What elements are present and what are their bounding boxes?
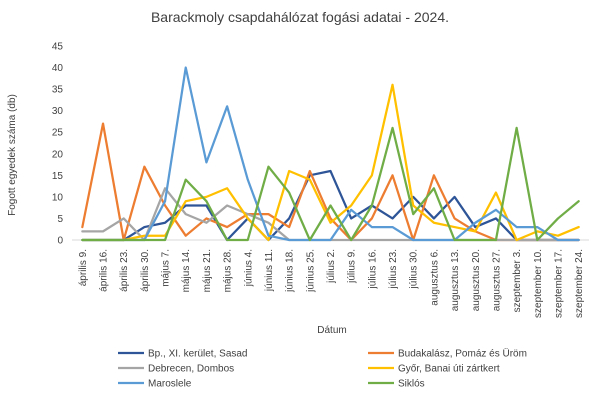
x-tick-label: április 9. [78,249,89,286]
x-tick-label: július 23. [388,249,399,289]
x-tick-label: április 16. [99,249,110,292]
y-tick-label: 5 [57,214,63,225]
y-tick-label: 15 [52,171,64,182]
x-tick-label: július 9. [347,249,358,284]
y-tick-label: 35 [52,85,64,96]
x-tick-label: szeptember 24. [574,249,585,318]
series-line [81,126,580,242]
y-axis-label: Fogott egyedek száma (db) [7,94,18,216]
legend-item: Debrecen, Dombos [118,364,234,375]
x-tick-label: július 2. [326,249,337,284]
x-tick-label: augusztus 6. [429,249,440,306]
legend-label: Bp., XI. kerület, Sasad [148,349,248,360]
series-line [81,66,580,242]
x-tick-label: június 11. [264,249,275,292]
legend: Bp., XI. kerület, Sasad Budakalász, Pomáz… [118,348,527,390]
x-tick-label: augusztus 13. [450,249,461,311]
x-tick-label: augusztus 27. [491,249,502,311]
legend-item: Bp., XI. kerület, Sasad [118,349,248,360]
x-tick-label: július 30. [409,249,420,289]
y-tick-label: 40 [52,63,64,74]
y-tick-label: 0 [57,236,63,247]
x-tick-label: május 21. [202,249,213,292]
series-line [81,169,580,242]
x-tick-label: július 16. [367,249,378,289]
x-tick-label: május 7. [161,249,172,287]
x-tick-label: szeptember 3. [512,249,523,312]
x-tick-label: június 18. [285,249,296,293]
series-line [81,83,580,242]
legend-label: Győr, Banai úti zártkert [398,364,500,375]
x-tick-label: április 23. [119,249,130,292]
x-tick-label: május 14. [181,249,192,292]
y-tick-label: 20 [52,149,64,160]
x-tick-label: június 4. [243,249,254,287]
legend-label: Maroslele [148,379,192,390]
legend-label: Budakalász, Pomáz és Üröm [398,348,527,360]
series-lines [81,66,580,242]
x-tick-label: június 25. [305,249,316,293]
legend-item: Siklós [368,379,425,390]
x-tick-label: augusztus 20. [471,249,482,311]
chart-title: Barackmoly csapdahálózat fogási adatai -… [151,9,449,25]
y-tick-label: 25 [52,128,64,139]
legend-label: Debrecen, Dombos [148,364,234,375]
y-tick-label: 30 [52,106,64,117]
legend-item: Budakalász, Pomáz és Üröm [368,348,527,360]
legend-label: Siklós [398,379,425,390]
legend-item: Maroslele [118,379,192,390]
x-tick-label: április 30. [140,249,151,292]
x-tick-label: szeptember 17. [553,249,564,318]
x-tick-label: május 28. [223,249,234,292]
legend-item: Győr, Banai úti zártkert [368,364,500,375]
x-tick-label: szeptember 10. [533,249,544,318]
axes: 0 5 10 15 20 25 30 35 40 45 április 9. április 16. á… [52,42,589,318]
y-tick-label: 10 [52,192,64,203]
x-axis-label: Dátum [317,325,346,336]
y-tick-label: 45 [52,42,64,53]
